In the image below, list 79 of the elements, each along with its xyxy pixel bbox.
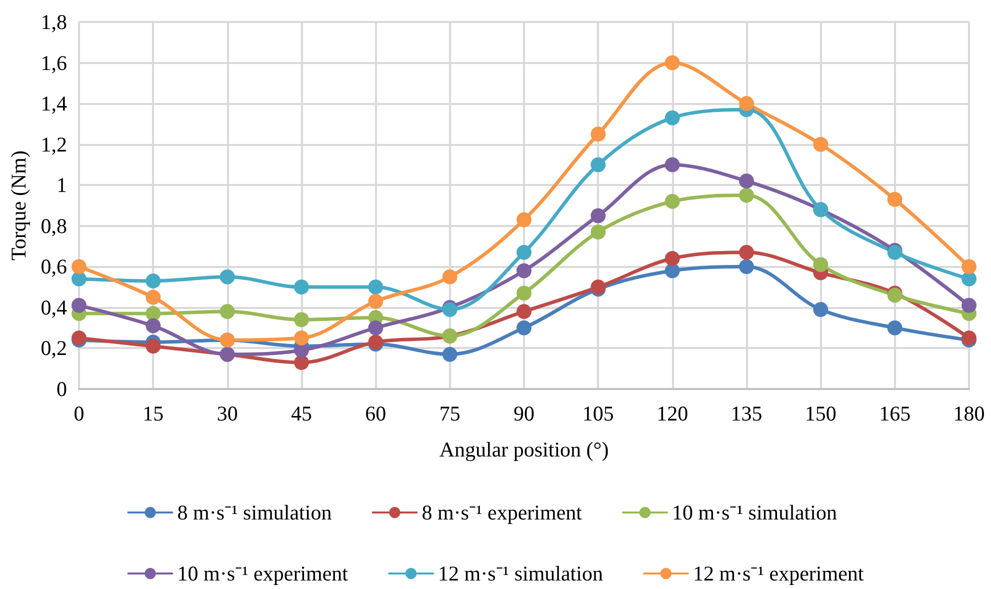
- y-tick-label: 0,2: [40, 336, 67, 360]
- x-tick-label: 15: [142, 402, 164, 426]
- point: [72, 271, 86, 286]
- point: [590, 157, 606, 172]
- y-tick-label: 1,4: [40, 92, 68, 116]
- point: [664, 194, 680, 209]
- point: [813, 302, 828, 317]
- point: [368, 294, 384, 309]
- point: [294, 342, 309, 358]
- point: [962, 298, 976, 313]
- point: [664, 110, 680, 126]
- x-axis-title: Angular position (°): [439, 438, 609, 462]
- point: [516, 286, 532, 301]
- point: [590, 224, 606, 240]
- y-tick-label: 1,8: [40, 10, 67, 34]
- point: [590, 208, 606, 224]
- y-tick-label: 1: [56, 173, 67, 198]
- legend-label: 12 m·s⁻¹ experiment: [692, 562, 864, 586]
- point: [516, 244, 532, 260]
- point: [72, 298, 86, 313]
- point: [146, 290, 161, 305]
- point: [590, 126, 606, 142]
- point: [146, 318, 161, 334]
- y-tick-label: 0,8: [40, 214, 67, 238]
- point: [516, 263, 532, 278]
- y-tick-label: 0,4: [40, 295, 68, 320]
- point: [887, 320, 902, 336]
- point: [739, 188, 754, 203]
- x-tick-label: 0: [74, 402, 84, 426]
- point: [664, 251, 680, 266]
- point: [72, 259, 86, 274]
- point: [294, 330, 309, 346]
- x-tick-label: 120: [656, 402, 688, 426]
- legend-label: 8 m·s⁻¹ experiment: [422, 500, 582, 524]
- legend-label: 10 m·s⁻¹ experiment: [177, 562, 348, 586]
- point: [294, 280, 309, 295]
- x-tick-label: 60: [365, 402, 386, 426]
- point: [739, 259, 754, 274]
- point: [516, 320, 532, 336]
- legend-label: 8 m·s⁻¹ simulation: [177, 500, 332, 524]
- point: [962, 259, 976, 274]
- point: [664, 157, 680, 172]
- point: [516, 304, 532, 320]
- point: [368, 280, 384, 295]
- legend-label: 12 m·s⁻¹ simulation: [438, 562, 604, 586]
- x-tick-label: 150: [804, 402, 836, 426]
- x-tick-label: 30: [216, 402, 238, 426]
- x-tick-label: 180: [953, 402, 985, 426]
- x-tick-label: 105: [582, 402, 614, 426]
- x-tick-label: 45: [291, 402, 312, 426]
- point: [146, 338, 161, 354]
- x-tick-label: 165: [879, 402, 911, 426]
- point: [220, 304, 235, 320]
- point: [442, 346, 458, 362]
- y-tick-label: 0: [56, 377, 67, 401]
- point: [294, 355, 309, 370]
- point: [739, 174, 754, 189]
- point: [887, 192, 902, 207]
- point: [962, 271, 976, 286]
- point: [146, 273, 161, 288]
- point: [516, 212, 532, 228]
- y-axis-title: Torque (Nm): [6, 150, 30, 260]
- point: [813, 136, 828, 152]
- legend-label: 10 m·s⁻¹ simulation: [672, 500, 838, 524]
- point: [294, 312, 309, 328]
- x-tick-label: 75: [439, 402, 460, 426]
- point: [739, 96, 754, 112]
- point: [146, 306, 161, 322]
- point: [813, 257, 828, 272]
- point: [739, 244, 754, 260]
- x-tick-label: 90: [514, 402, 534, 426]
- x-tick-label: 135: [730, 402, 762, 426]
- y-tick-label: 1,2: [40, 132, 67, 156]
- y-tick-label: 0,6: [40, 254, 67, 279]
- point: [220, 269, 235, 284]
- point: [664, 55, 680, 70]
- point: [368, 320, 384, 336]
- point: [442, 269, 458, 284]
- y-tick-label: 1,6: [40, 50, 67, 75]
